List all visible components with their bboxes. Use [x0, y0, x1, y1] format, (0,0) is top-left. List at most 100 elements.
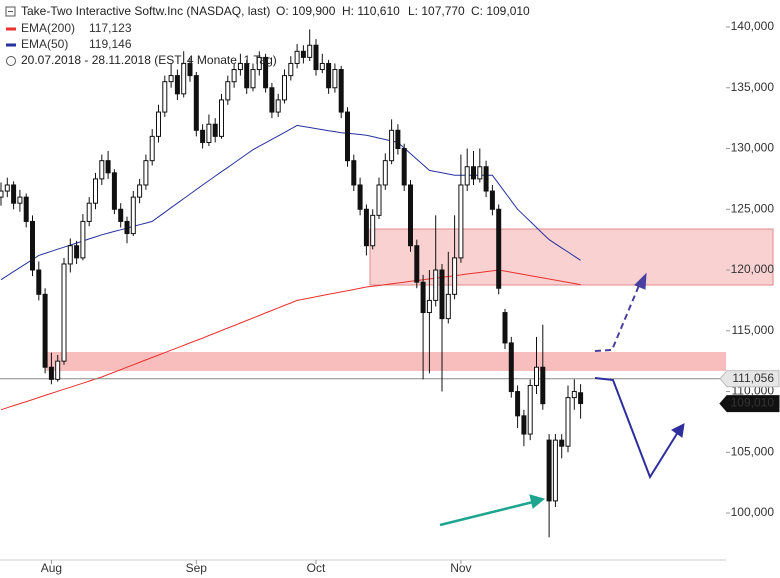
candle-body — [30, 220, 35, 271]
candle-body — [143, 160, 149, 186]
candle-body — [42, 293, 48, 368]
candle-body — [464, 166, 470, 186]
price-tag — [719, 370, 780, 388]
candle-body — [86, 202, 92, 222]
chart-title: Take-Two Interactive Softw.Inc (NASDAQ, … — [21, 4, 270, 18]
candle-body — [275, 99, 281, 113]
candle-body — [408, 184, 413, 247]
candle-body — [578, 392, 584, 405]
candle-body — [445, 293, 451, 320]
annotations — [439, 272, 685, 527]
y-tick-label: 100,000 — [731, 505, 775, 519]
support-band — [46, 352, 726, 371]
candle-body — [502, 312, 508, 344]
candle-body — [263, 56, 269, 89]
candle-body — [0, 190, 4, 198]
candle-body — [515, 391, 521, 417]
candle-body — [477, 166, 483, 180]
candle-body — [565, 397, 571, 447]
candle-body — [74, 245, 80, 259]
candle-body — [382, 160, 388, 186]
candle-body — [363, 208, 369, 247]
y-tick-label: 120,000 — [731, 262, 775, 276]
candle-body — [559, 439, 565, 447]
candle-body — [300, 50, 306, 58]
legend-label: EMA(200) — [21, 21, 75, 35]
candle-body — [200, 129, 206, 143]
candle-body — [414, 245, 420, 283]
arrow-head — [671, 423, 685, 438]
solid-arrow — [594, 377, 679, 480]
price-tag-label: 109,010 — [731, 396, 775, 410]
candle-body — [156, 111, 161, 137]
candle-body — [124, 220, 130, 235]
candle-body — [93, 178, 98, 204]
candle-body — [282, 75, 287, 101]
candle-body — [395, 129, 401, 150]
candle-body — [534, 366, 539, 386]
candle-body — [483, 166, 489, 192]
candle-body — [552, 439, 558, 502]
candle-body — [471, 166, 476, 180]
candle-body — [332, 69, 338, 89]
candle-body — [307, 44, 313, 58]
candle-body — [11, 184, 17, 204]
y-tick-label: 110,000 — [732, 384, 775, 398]
candle-body — [338, 69, 344, 113]
candle-body — [237, 62, 243, 71]
candle-body — [80, 220, 86, 259]
green-arrow — [439, 500, 534, 527]
legend-value: 117,123 — [89, 21, 132, 35]
candle-body — [452, 257, 458, 295]
candle-body — [294, 50, 300, 64]
candle-body — [219, 99, 224, 137]
y-tick-label: 140,000 — [731, 19, 775, 33]
candle-body — [256, 56, 262, 71]
candle-body — [61, 263, 67, 362]
candle-body — [540, 366, 546, 405]
candle-body — [420, 281, 426, 314]
x-tick-label: Aug — [41, 561, 62, 575]
price-tag — [719, 395, 780, 413]
candle-body — [345, 111, 350, 162]
legend: EMA(200) 117,123 EMA(50) 119,146 — [6, 21, 132, 51]
candle-body — [130, 196, 136, 235]
legend-label: EMA(50) — [21, 37, 68, 51]
y-tick-label: 105,000 — [731, 444, 775, 458]
icon — [6, 56, 16, 66]
arrow-head — [634, 272, 647, 290]
candle-body — [496, 208, 502, 289]
candle-body — [162, 81, 168, 113]
candle-body — [326, 62, 332, 89]
candle-body — [508, 342, 514, 393]
candle-body — [137, 184, 143, 198]
candle-body — [206, 123, 212, 143]
candle-body — [111, 172, 117, 210]
subtitle: 20.07.2018 - 28.11.2018 (EST, 4 Monate, … — [21, 53, 277, 67]
plot-area: 100,000 105,000 110,000 115,000 120,000 125,0… — [0, 19, 774, 575]
candle-body — [546, 439, 552, 502]
legend-value: 119,146 — [89, 37, 132, 51]
candle-body — [250, 69, 256, 89]
y-tick-label: 125,000 — [731, 201, 775, 215]
candle-body — [55, 360, 61, 380]
candle-body — [23, 196, 29, 222]
icon — [5, 6, 16, 17]
candle-body — [527, 384, 533, 435]
candle-body — [48, 366, 54, 380]
x-tick-label: Oct — [307, 561, 326, 575]
candle-body — [313, 44, 319, 71]
candle-body — [99, 160, 105, 180]
candle-body — [426, 299, 432, 314]
candle-body — [118, 208, 124, 222]
candle-body — [212, 123, 218, 137]
candle-body — [319, 62, 325, 71]
candle-body — [181, 62, 187, 95]
candle-body — [67, 245, 73, 265]
candle-body — [149, 135, 155, 162]
arrow-head — [529, 494, 546, 509]
candle-body — [433, 269, 439, 301]
y-tick-label: 130,000 — [731, 141, 775, 155]
candle-body — [439, 269, 445, 320]
candle-body — [269, 87, 275, 113]
